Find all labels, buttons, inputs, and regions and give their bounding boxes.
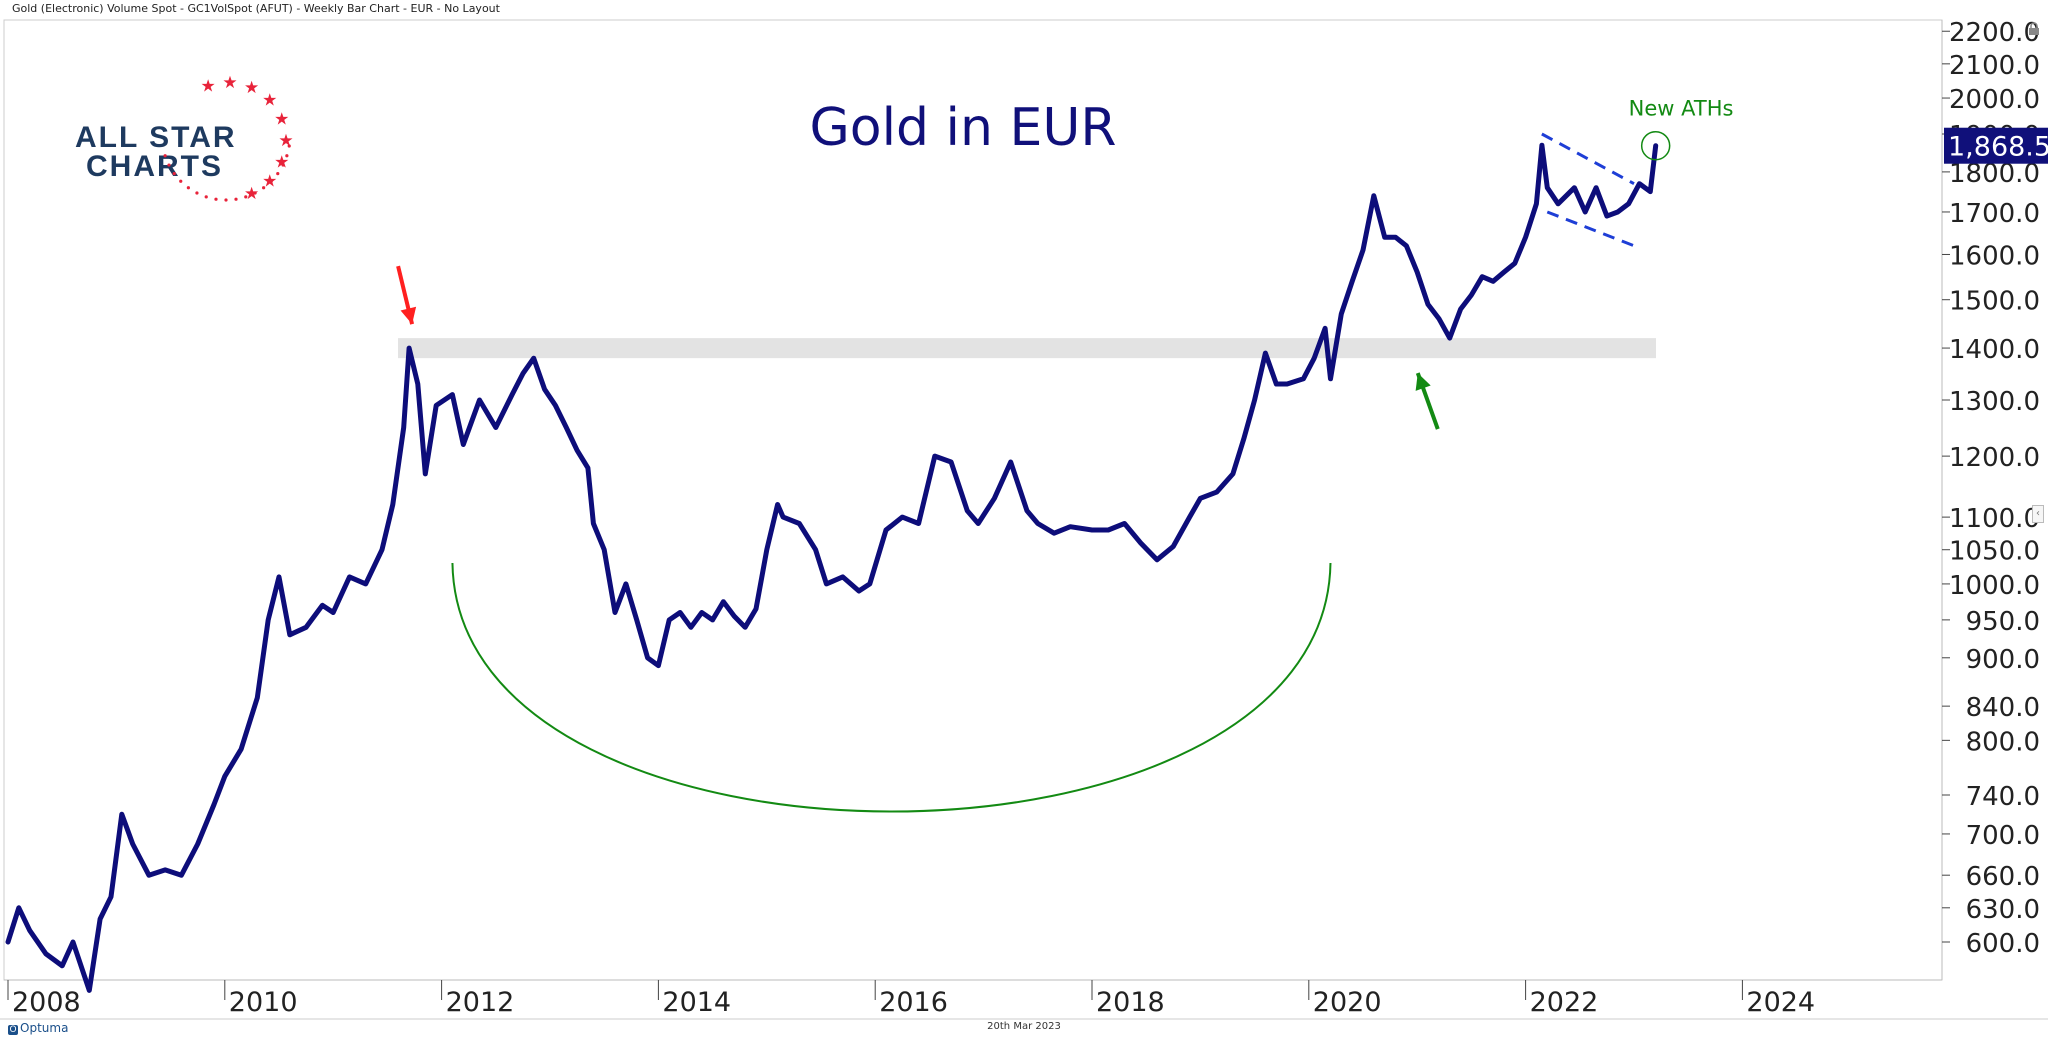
optuma-brand-label: Optuma	[20, 1021, 69, 1035]
y-tick-label: 840.0	[1966, 693, 2040, 723]
logo-dot-icon	[269, 179, 273, 183]
logo-dot-icon	[214, 197, 218, 201]
lock-icon[interactable]	[2028, 22, 2040, 36]
x-tick-label: 2024	[1746, 987, 1815, 1018]
logo-dot-icon	[163, 154, 167, 158]
optuma-brand: O Optuma	[8, 1021, 68, 1035]
y-tick-label: 1300.0	[1949, 387, 2040, 417]
logo-star-icon: ★	[262, 91, 277, 111]
y-tick-label: 800.0	[1966, 727, 2040, 757]
logo-dot-icon	[244, 195, 248, 199]
logo-stars-icon: ★ ★ ★★★★★★★	[163, 73, 294, 204]
y-tick-label: 2200.0	[1949, 18, 2040, 48]
arrow-head	[400, 306, 417, 325]
logo-star-icon: ★	[244, 78, 259, 98]
logo-dot-icon	[285, 154, 289, 158]
red-arrow-icon	[396, 265, 417, 325]
logo-line-1: ALL STAR	[75, 121, 237, 154]
y-tick-label: 740.0	[1966, 782, 2040, 812]
y-tick-label: 1050.0	[1949, 537, 2040, 567]
logo-line-2: CHARTS	[86, 150, 223, 183]
new-aths-annotation: New ATHs	[1629, 97, 1734, 121]
last-price-tag: 1,868.5	[1944, 127, 2048, 164]
green-arrow-icon	[1415, 372, 1440, 430]
all-star-charts-logo: ALL STAR CHARTS ★ ★ ★★★★★★★	[75, 73, 294, 204]
chart-header-title: Gold (Electronic) Volume Spot - GC1VolSp…	[12, 2, 500, 15]
y-tick-label: 1800.0	[1949, 159, 2040, 189]
y-tick-label: 700.0	[1966, 821, 2040, 851]
x-tick-label: 2008	[12, 987, 81, 1018]
logo-star-icon: ★	[274, 109, 289, 129]
x-tick-label: 2022	[1530, 987, 1599, 1018]
logo-star-icon: ★	[201, 76, 216, 96]
logo-dot-icon	[172, 172, 176, 176]
logo-dot-icon	[262, 186, 266, 190]
x-tick-label: 2010	[229, 987, 298, 1018]
y-tick-label: 630.0	[1966, 895, 2040, 925]
logo-dot-icon	[253, 191, 257, 195]
x-tick-label: 2020	[1313, 987, 1382, 1018]
channel-upper-line	[1541, 132, 1635, 186]
logo-dot-icon	[186, 186, 190, 190]
y-tick-label: 1600.0	[1949, 241, 2040, 271]
logo-dot-icon	[287, 144, 291, 148]
logo-star-icon: ★	[274, 153, 289, 173]
y-tick-label: 1400.0	[1949, 335, 2040, 365]
logo-dot-icon	[195, 191, 199, 195]
logo-dot-icon	[204, 195, 208, 199]
ath-circle-marker	[1640, 130, 1671, 161]
optuma-icon: O	[8, 1025, 18, 1035]
y-tick-label: 660.0	[1966, 862, 2040, 892]
series-price-line	[5, 142, 1659, 993]
chart-title: Gold in EUR	[809, 98, 1116, 158]
y-tick-label: 600.0	[1966, 929, 2040, 959]
x-tick-label: 2014	[662, 987, 731, 1018]
logo-star-icon: ★	[278, 131, 293, 151]
logo-star-icon: ★	[244, 184, 259, 204]
y-tick-label: 900.0	[1966, 645, 2040, 675]
y-tick-label: 950.0	[1966, 607, 2040, 637]
x-tick-label: 2016	[879, 987, 948, 1018]
y-tick-label: 1500.0	[1949, 287, 2040, 317]
rounding-bottom-arc	[451, 562, 1332, 813]
y-tick-label: 1000.0	[1949, 571, 2040, 601]
channel-lower-line	[1546, 210, 1635, 248]
logo-dot-icon	[234, 197, 238, 201]
last-price-label: 1,868.5	[1948, 132, 2048, 163]
logo-dot-icon	[276, 172, 280, 176]
y-tick-label: 2100.0	[1949, 51, 2040, 81]
y-tick-label: 1700.0	[1949, 199, 2040, 229]
y-tick-label: 1200.0	[1949, 443, 2040, 473]
logo-dot-icon	[224, 198, 228, 202]
footer-date: 20th Mar 2023	[987, 1021, 1061, 1032]
y-tick-label: 2000.0	[1949, 85, 2040, 115]
resistance-band	[398, 338, 1656, 359]
panel-collapse-handle[interactable]: ‹	[2032, 505, 2044, 523]
x-axis-ticks: 2008 2010 2012 2014 2016 2018 2020 2022 2024	[7, 980, 1815, 1018]
y-tick-label: 1100.0	[1949, 504, 2040, 534]
arrow-head	[1415, 373, 1431, 391]
logo-dot-icon	[167, 163, 171, 167]
x-tick-label: 2012	[446, 987, 515, 1018]
last-price-tag-background	[1944, 127, 2048, 164]
x-tick-label: 2018	[1096, 987, 1165, 1018]
logo-dot-icon	[281, 163, 285, 167]
logo-dot-icon	[179, 179, 183, 183]
logo-star-icon: ★	[222, 73, 237, 93]
